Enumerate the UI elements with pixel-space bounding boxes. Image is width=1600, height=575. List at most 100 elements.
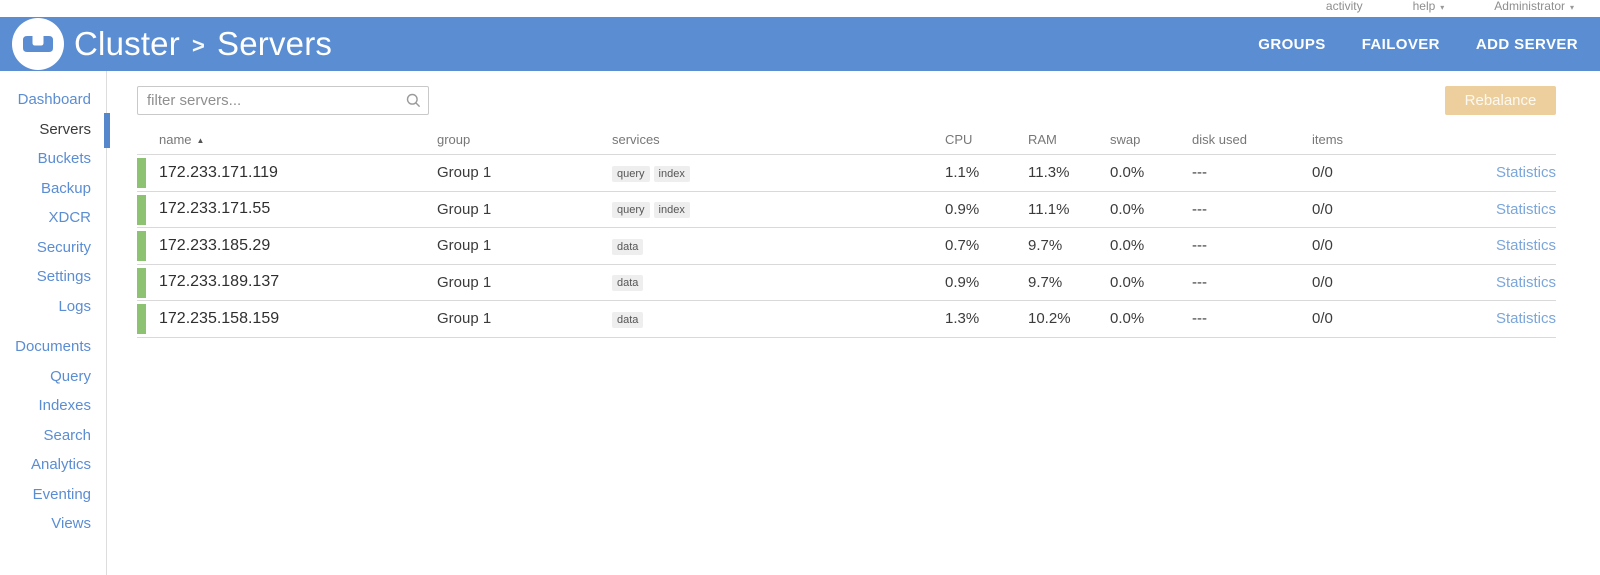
health-status-bar <box>137 267 146 298</box>
services-cell: data <box>612 237 945 255</box>
sidebar-item-indexes[interactable]: Indexes <box>38 397 91 414</box>
statistics-link[interactable]: Statistics <box>1495 310 1556 328</box>
table-row: 172.235.158.159 Group 1 data 1.3% 10.2% … <box>137 301 1556 338</box>
help-menu[interactable]: help ▾ <box>1409 0 1449 13</box>
page-title: Servers <box>217 25 333 62</box>
ram-value: 10.2% <box>1028 310 1071 328</box>
service-badge-query: query <box>612 165 650 182</box>
statistics-link[interactable]: Statistics <box>1495 164 1556 182</box>
cpu-value: 1.1% <box>945 164 980 182</box>
server-group: Group 1 <box>437 164 492 182</box>
column-header-cpu[interactable]: CPU <box>945 131 973 147</box>
ram-value: 9.7% <box>1028 237 1063 255</box>
sidebar-item-buckets[interactable]: Buckets <box>37 150 91 167</box>
table-header-row: name ▲ group services CPU RAM swap disk u… <box>137 124 1556 155</box>
sidebar-item-eventing[interactable]: Eventing <box>32 485 91 503</box>
chevron-right-icon: > <box>191 32 205 58</box>
column-header-items[interactable]: items <box>1312 131 1344 147</box>
ram-value: 11.3% <box>1028 164 1070 182</box>
service-badge-data: data <box>612 238 644 255</box>
failover-button[interactable]: FAILOVER <box>1361 35 1440 53</box>
server-group: Group 1 <box>437 273 492 291</box>
filter-servers-input[interactable] <box>137 86 429 115</box>
ram-value: 11.1% <box>1028 200 1070 218</box>
app-header: Cluster > Servers GROUPS FAILOVER ADD SE… <box>0 17 1600 71</box>
swap-value: 0.0% <box>1110 273 1145 291</box>
header-menu: GROUPS FAILOVER ADD SERVER <box>1258 36 1578 53</box>
table-row: 172.233.171.119 Group 1 query index 1.1% … <box>137 155 1556 192</box>
column-header-group[interactable]: group <box>437 131 471 147</box>
statistics-link[interactable]: Statistics <box>1495 273 1556 291</box>
filter-wrap <box>137 86 429 115</box>
sort-asc-icon: ▲ <box>196 135 205 145</box>
statistics-link[interactable]: Statistics <box>1495 200 1556 218</box>
statistics-link[interactable]: Statistics <box>1495 237 1556 255</box>
couchbase-logo-icon <box>12 18 64 70</box>
sidebar-item-xdcr[interactable]: XDCR <box>48 209 91 226</box>
server-group: Group 1 <box>437 310 492 328</box>
ram-value: 9.7% <box>1028 273 1063 291</box>
sidebar-item-dashboard[interactable]: Dashboard <box>17 91 91 108</box>
column-header-disk-used[interactable]: disk used <box>1192 131 1247 147</box>
disk-used-value: --- <box>1192 200 1207 218</box>
disk-used-value: --- <box>1192 310 1207 328</box>
active-nav-indicator <box>104 112 110 148</box>
services-cell: query index <box>612 164 945 182</box>
sidebar-item-analytics[interactable]: Analytics <box>30 456 91 473</box>
activity-link[interactable]: activity <box>1325 0 1363 13</box>
sidebar-item-documents[interactable]: Documents <box>15 338 91 355</box>
sidebar-item-views[interactable]: Views <box>51 515 91 532</box>
sidebar-item-logs[interactable]: Logs <box>58 297 91 315</box>
user-menu[interactable]: Administrator ▾ <box>1490 0 1578 13</box>
table-row: 172.233.171.55 Group 1 query index 0.9% 1… <box>137 192 1556 228</box>
user-menu-label: Administrator <box>1494 0 1565 13</box>
add-server-button[interactable]: ADD SERVER <box>1475 35 1578 53</box>
server-name[interactable]: 172.233.171.119 <box>159 163 278 181</box>
server-table: name ▲ group services CPU RAM swap disk u… <box>137 124 1556 338</box>
server-group: Group 1 <box>437 200 492 218</box>
server-rows: 172.233.171.119 Group 1 query index 1.1% … <box>137 155 1556 338</box>
swap-value: 0.0% <box>1110 164 1145 182</box>
disk-used-value: --- <box>1192 164 1207 182</box>
sidebar-item-servers[interactable]: Servers <box>0 112 110 148</box>
health-status-bar <box>137 231 146 261</box>
service-badge-query: query <box>612 202 650 219</box>
service-badge-data: data <box>612 275 644 292</box>
items-value: 0/0 <box>1312 200 1333 218</box>
disk-used-value: --- <box>1192 237 1207 255</box>
toolbar: Rebalance <box>137 86 1556 115</box>
health-status-bar <box>137 304 146 334</box>
service-badge-index: index <box>653 165 690 182</box>
server-name[interactable]: 172.233.185.29 <box>159 236 271 254</box>
services-cell: query index <box>612 200 945 219</box>
sidebar-item-search[interactable]: Search <box>43 426 91 444</box>
breadcrumb-root[interactable]: Cluster <box>74 25 180 62</box>
main-content: Rebalance name▲ group services CPU RAM s… <box>137 71 1556 338</box>
column-header-ram[interactable]: RAM <box>1028 131 1057 147</box>
chevron-down-icon: ▾ <box>1440 3 1445 12</box>
column-header-services[interactable]: services <box>612 131 660 147</box>
sidebar-item-backup[interactable]: Backup <box>40 179 91 197</box>
server-name[interactable]: 172.233.189.137 <box>159 273 280 291</box>
breadcrumb: Cluster > Servers <box>74 25 332 63</box>
swap-value: 0.0% <box>1110 310 1145 328</box>
service-badge-data: data <box>612 311 644 328</box>
sidebar-group: Dashboard Servers Buckets Backup XDCR Securit… <box>0 85 110 321</box>
sidebar-item-security[interactable]: Security <box>36 238 91 256</box>
cpu-value: 1.3% <box>945 310 980 328</box>
server-name[interactable]: 172.235.158.159 <box>159 309 280 327</box>
items-value: 0/0 <box>1312 273 1333 291</box>
column-header-name[interactable]: name ▲ <box>159 131 205 147</box>
groups-button[interactable]: GROUPS <box>1258 35 1326 53</box>
rebalance-button[interactable]: Rebalance <box>1445 86 1556 115</box>
chevron-down-icon: ▾ <box>1569 3 1574 12</box>
sidebar-item-settings[interactable]: Settings <box>36 268 91 285</box>
sidebar-group: Documents Query Indexes Search Analytics Even… <box>0 332 106 539</box>
column-header-swap[interactable]: swap <box>1110 131 1141 147</box>
server-group: Group 1 <box>437 237 492 255</box>
health-status-bar <box>137 158 146 188</box>
table-row: 172.233.185.29 Group 1 data 0.7% 9.7% 0.… <box>137 228 1556 265</box>
sidebar-item-query[interactable]: Query <box>50 367 91 385</box>
server-name[interactable]: 172.233.171.55 <box>159 200 271 218</box>
search-icon <box>406 93 421 108</box>
